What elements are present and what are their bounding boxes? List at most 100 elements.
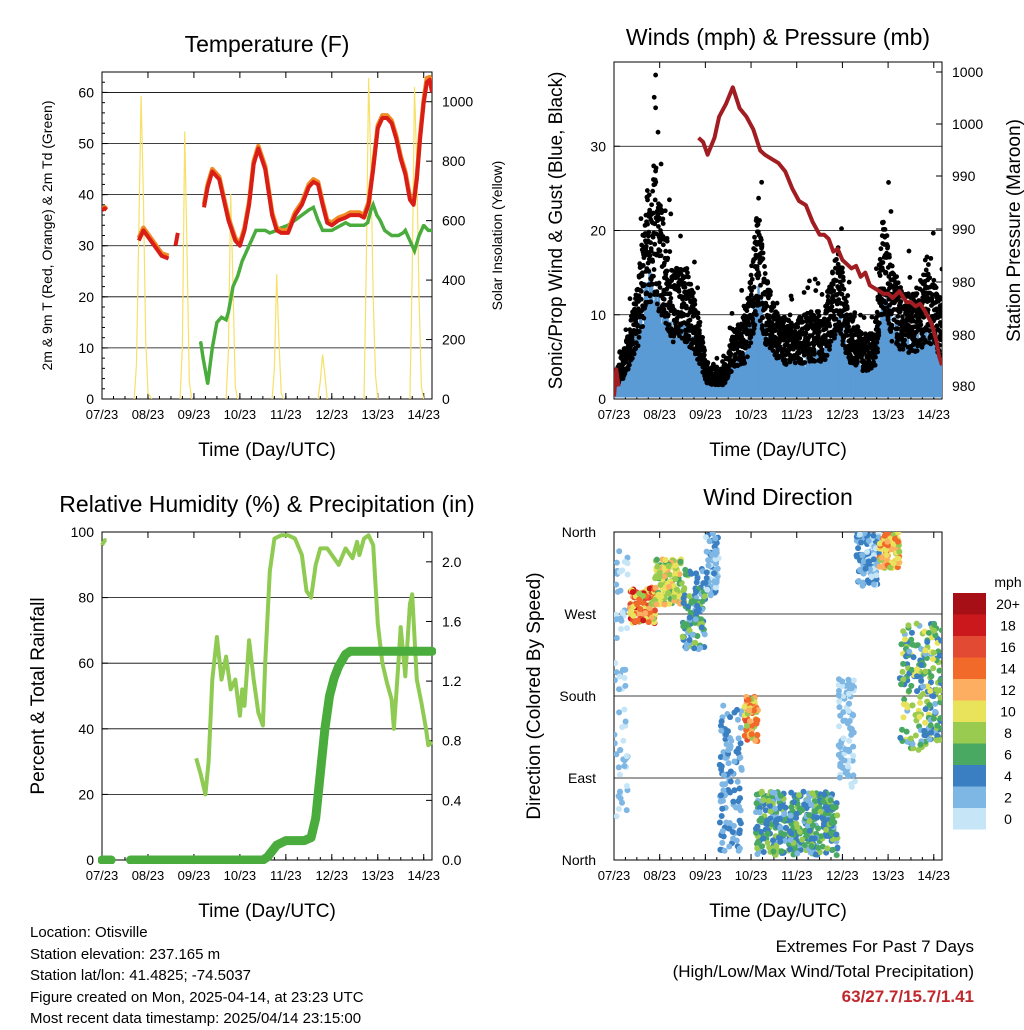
precip-series	[98, 646, 436, 864]
direction-point	[918, 662, 925, 669]
direction-point	[837, 712, 844, 719]
direction-point	[862, 565, 869, 572]
direction-point	[836, 723, 843, 730]
gust-point	[652, 241, 658, 247]
gust-point	[664, 238, 670, 244]
extremes-subtitle: (High/Low/Max Wind/Total Precipitation)	[672, 962, 974, 981]
direction-point	[811, 835, 818, 842]
direction-point	[616, 788, 623, 795]
gust-point	[852, 310, 858, 316]
direction-point	[914, 673, 921, 680]
direction-point	[936, 667, 942, 674]
gust-point	[695, 285, 700, 291]
direction-point	[914, 688, 921, 695]
winds-pressure-panel: Winds (mph) & Pressure (mb) 07/23 08/23 09/…	[546, 24, 1024, 461]
gust-point	[648, 248, 654, 254]
y2-tick-label: 980	[952, 327, 976, 343]
gust-point	[834, 256, 839, 262]
gust-point	[906, 248, 912, 254]
direction-point	[873, 572, 880, 579]
gust-point	[728, 369, 734, 374]
direction-point	[655, 591, 662, 598]
direction-point	[917, 693, 924, 700]
direction-point	[938, 637, 942, 644]
direction-point	[901, 696, 908, 703]
direction-point	[817, 808, 824, 815]
gust-point	[636, 334, 642, 340]
gust-point	[762, 264, 767, 269]
gust-point	[653, 165, 659, 171]
gust-point	[889, 325, 895, 331]
y-tick-label: 40	[78, 187, 94, 203]
direction-point	[856, 566, 863, 573]
gust-point	[647, 292, 653, 298]
direction-point	[774, 816, 781, 823]
direction-point	[752, 825, 759, 832]
gust-point	[661, 306, 667, 312]
direction-point	[614, 581, 620, 588]
gust-point	[787, 312, 793, 318]
gust-point	[664, 268, 670, 274]
gust-point	[811, 342, 817, 348]
chart-title: Relative Humidity (%) & Precipitation (i…	[59, 491, 474, 517]
direction-point	[827, 797, 834, 804]
direction-point	[794, 850, 801, 857]
direction-point	[859, 552, 866, 559]
gust-point	[658, 203, 663, 209]
gust-point	[800, 319, 806, 325]
gust-series	[614, 72, 942, 388]
gust-point	[750, 330, 756, 336]
gust-point	[896, 342, 902, 348]
plot-area	[614, 532, 942, 859]
direction-point	[858, 539, 865, 546]
direction-point	[917, 741, 924, 748]
y-tick-label: East	[568, 770, 596, 786]
gust-point	[830, 281, 836, 287]
gust-point	[641, 315, 647, 321]
legend-swatch	[953, 657, 986, 679]
direction-point	[908, 682, 915, 689]
direction-point	[621, 666, 628, 673]
direction-point	[680, 620, 687, 627]
gust-point	[687, 317, 693, 323]
gust-point	[898, 285, 904, 290]
chart-title: Wind Direction	[703, 484, 853, 510]
gust-point	[834, 308, 839, 313]
direction-point	[781, 837, 788, 844]
gust-point	[881, 286, 887, 292]
direction-point	[815, 825, 822, 832]
direction-point	[796, 828, 803, 835]
direction-point	[614, 635, 620, 641]
direction-point	[637, 605, 644, 612]
direction-point	[903, 728, 910, 735]
gust-point	[759, 244, 765, 250]
direction-point	[937, 715, 942, 722]
gust-point	[796, 350, 802, 356]
direction-point	[616, 709, 623, 716]
direction-point	[787, 812, 794, 819]
x-tick-label: 07/23	[86, 868, 119, 883]
gust-point	[876, 327, 881, 333]
direction-point	[836, 698, 843, 705]
direction-point	[922, 647, 929, 654]
legend-swatch	[953, 636, 986, 658]
direction-point	[764, 830, 771, 837]
direction-point	[661, 573, 668, 580]
direction-point	[621, 706, 628, 713]
direction-point	[737, 740, 744, 747]
gust-point	[907, 274, 913, 280]
direction-point	[850, 677, 857, 684]
direction-point	[900, 628, 907, 635]
direction-point	[806, 827, 813, 834]
direction-point	[846, 718, 853, 725]
gust-point	[832, 332, 838, 338]
gust-point	[754, 264, 760, 269]
y-tick-label: 0	[86, 852, 94, 868]
gust-point	[807, 278, 812, 284]
y-tick-label: 50	[78, 136, 94, 152]
direction-point	[694, 575, 701, 582]
gust-point	[846, 324, 851, 330]
direction-point	[748, 731, 755, 738]
direction-point	[719, 828, 726, 835]
direction-point	[834, 812, 841, 819]
